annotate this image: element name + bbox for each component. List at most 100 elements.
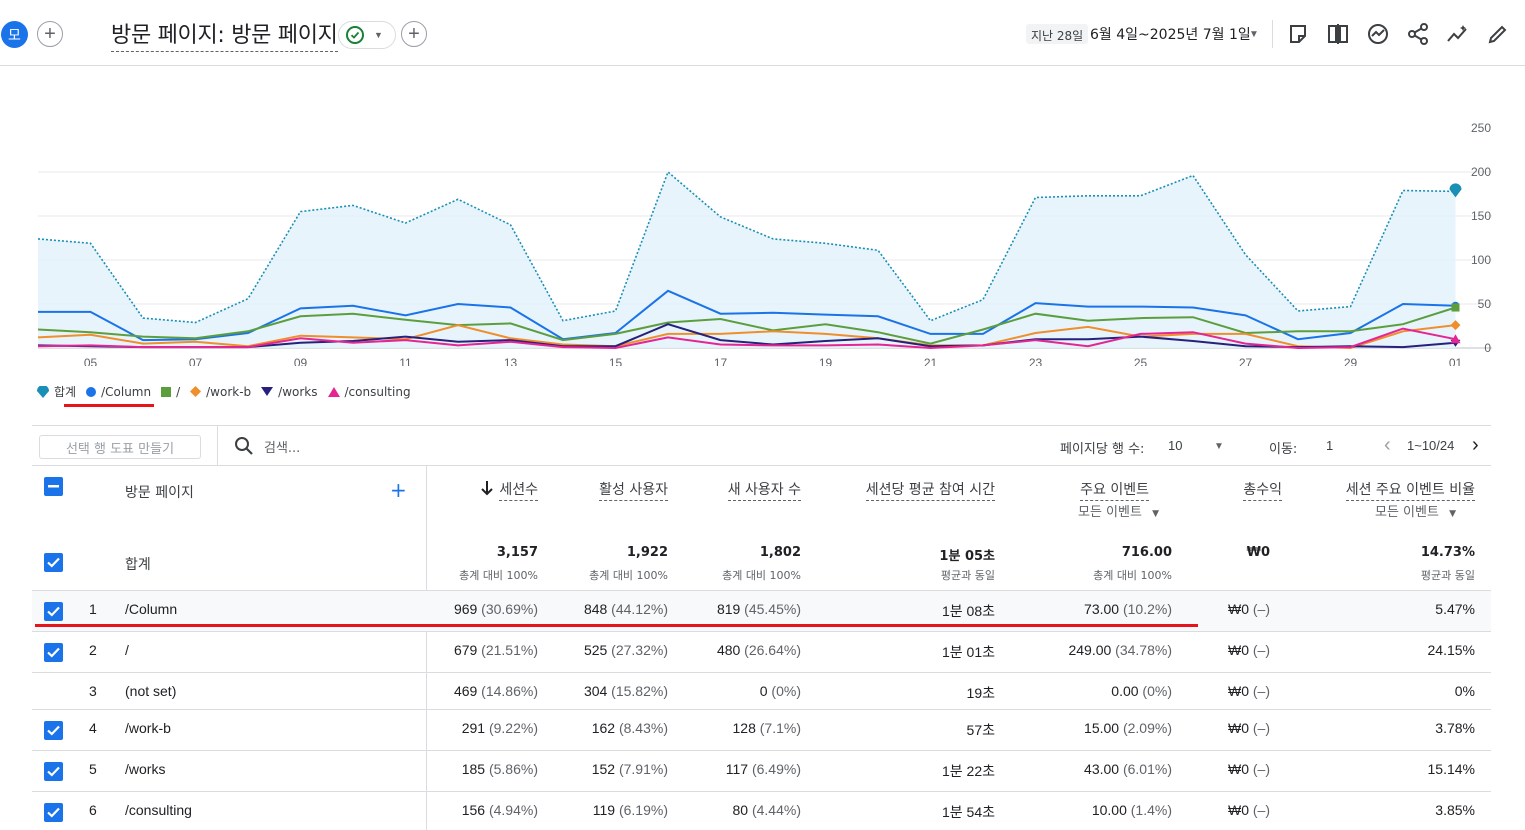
dropdown-caret-icon: ▼	[1449, 509, 1456, 519]
totals-checkbox[interactable]	[44, 553, 63, 572]
row-checkbox[interactable]	[44, 762, 63, 781]
share-icon[interactable]	[1406, 22, 1430, 46]
row-page[interactable]: /work-b	[125, 720, 171, 736]
add-comparison-button[interactable]: +	[37, 21, 63, 47]
toolbar-divider	[1272, 20, 1273, 48]
table-row[interactable]	[32, 672, 1491, 709]
plot-rows-button[interactable]: 선택 행 도표 만들기	[39, 435, 201, 459]
row-events: 15.00 (2.09%)	[1084, 720, 1172, 736]
row-index: 3	[89, 683, 97, 699]
row-page[interactable]: /	[125, 642, 129, 658]
x-tick-label: 05	[84, 356, 98, 366]
dropdown-caret-icon[interactable]: ▼	[1249, 29, 1259, 40]
total-value: 3,157	[496, 545, 538, 560]
series-end-marker	[1449, 183, 1462, 198]
date-preset-badge[interactable]: 지난 28일	[1026, 24, 1089, 44]
row-eng-time: 1분 22초	[941, 763, 995, 779]
check-icon	[47, 647, 60, 658]
dimension-header[interactable]: 방문 페이지	[125, 485, 194, 501]
total-subtext: 총계 대비 100%	[1093, 569, 1172, 582]
metric-header-engagement-time[interactable]: 세션당 평균 참여 시간	[865, 479, 995, 501]
series-line-total	[37, 170, 1456, 324]
legend-item[interactable]: /Column	[86, 385, 151, 399]
compare-icon[interactable]	[1326, 22, 1350, 46]
legend-label: /Column	[101, 384, 152, 399]
legend-item[interactable]: /works	[261, 385, 318, 399]
metric-header-new-users[interactable]: 새 사용자 수	[727, 479, 801, 501]
table-row[interactable]	[32, 750, 1491, 791]
event-filter-dropdown[interactable]: 모든 이벤트 ▼	[1375, 501, 1456, 520]
metric-header-revenue[interactable]: 총수익	[1243, 479, 1282, 501]
series-line-workb	[37, 324, 1456, 350]
add-dimension-button[interactable]: +	[390, 478, 407, 502]
chevron-left-icon[interactable]: ‹	[1384, 434, 1391, 456]
legend-marker	[37, 385, 49, 398]
row-checkbox[interactable]	[44, 803, 63, 822]
series-line-consulting	[37, 327, 1456, 350]
indeterminate-icon	[48, 485, 59, 488]
legend-item[interactable]: /consulting	[327, 385, 411, 399]
row-eng-time: 1분 54초	[941, 804, 995, 820]
x-tick-label: 15	[609, 356, 623, 366]
search-input[interactable]: 검색...	[234, 436, 300, 456]
series-line-	[37, 306, 1456, 345]
insights-icon[interactable]	[1366, 22, 1390, 46]
legend-marker	[161, 386, 172, 397]
row-eng-time: 1분 08초	[941, 603, 995, 619]
select-all-checkbox[interactable]	[44, 477, 63, 496]
row-revenue: ₩0 (–)	[1228, 642, 1270, 658]
page-range: 1~10/24	[1407, 438, 1455, 453]
dropdown-caret-icon[interactable]: ▼	[1214, 441, 1224, 452]
metric-header-key-event-rate[interactable]: 세션 주요 이벤트 비율	[1345, 479, 1475, 501]
row-new-users: 128 (7.1%)	[732, 720, 801, 736]
row-revenue: ₩0 (–)	[1228, 683, 1270, 699]
x-tick-label: 09	[294, 356, 308, 366]
sort-desc-icon[interactable]	[480, 480, 494, 496]
metric-header-key-events[interactable]: 주요 이벤트	[1080, 479, 1149, 501]
x-tick-label: 29	[1344, 356, 1358, 366]
row-new-users: 80 (4.44%)	[732, 802, 802, 818]
row-page[interactable]: /consulting	[125, 802, 192, 818]
legend-item[interactable]: 합계	[37, 383, 76, 400]
row-checkbox[interactable]	[44, 721, 63, 740]
legend-marker	[86, 386, 97, 397]
trend-icon[interactable]	[1446, 22, 1470, 46]
x-tick-label: 21	[924, 356, 938, 366]
total-value: 1분 05초	[939, 549, 995, 564]
row-new-users: 480 (26.64%)	[716, 642, 801, 658]
metric-header-active-users[interactable]: 활성 사용자	[599, 479, 668, 501]
line-chart: 250200150100500056월070911131517192123252…	[37, 121, 1492, 366]
report-status-button[interactable]: ▼	[338, 21, 396, 49]
x-tick-label: 13	[504, 356, 518, 366]
customize-report-icon[interactable]	[1286, 22, 1310, 46]
legend-item[interactable]: /	[161, 385, 180, 399]
goto-page-input[interactable]: 1	[1326, 438, 1334, 453]
row-page[interactable]: (not set)	[125, 683, 177, 699]
rows-per-page-select[interactable]: 10	[1168, 438, 1183, 453]
row-users: 119 (6.19%)	[592, 802, 668, 818]
table-row[interactable]	[32, 709, 1491, 750]
page-title[interactable]: 방문 페이지: 방문 페이지	[111, 17, 338, 52]
date-range-picker[interactable]: 6월 4일~2025년 7월 1일	[1090, 27, 1251, 43]
row-revenue: ₩0 (–)	[1228, 761, 1270, 777]
chevron-right-icon[interactable]: ›	[1472, 434, 1479, 456]
row-page[interactable]: /Column	[125, 601, 178, 617]
legend-marker	[261, 386, 274, 397]
add-filter-button[interactable]: +	[401, 21, 427, 47]
table-row[interactable]	[32, 631, 1491, 672]
row-checkbox[interactable]	[44, 643, 63, 662]
row-checkbox[interactable]	[44, 602, 63, 621]
row-eng-time: 19초	[966, 685, 995, 701]
edit-icon[interactable]	[1486, 22, 1510, 46]
series-area-total	[38, 172, 1456, 348]
x-tick-label: 23	[1029, 356, 1043, 366]
avatar[interactable]: 모	[1, 21, 28, 48]
row-users: 848 (44.12%)	[583, 601, 668, 617]
total-subtext: 총계 대비 100%	[459, 569, 538, 582]
legend-item[interactable]: /work-b	[190, 385, 251, 399]
row-page[interactable]: /works	[125, 761, 166, 777]
table-row[interactable]	[32, 791, 1491, 830]
event-filter-dropdown[interactable]: 모든 이벤트 ▼	[1078, 501, 1159, 520]
y-tick-label: 100	[1471, 253, 1491, 267]
metric-header-sessions[interactable]: 세션수	[499, 479, 538, 501]
